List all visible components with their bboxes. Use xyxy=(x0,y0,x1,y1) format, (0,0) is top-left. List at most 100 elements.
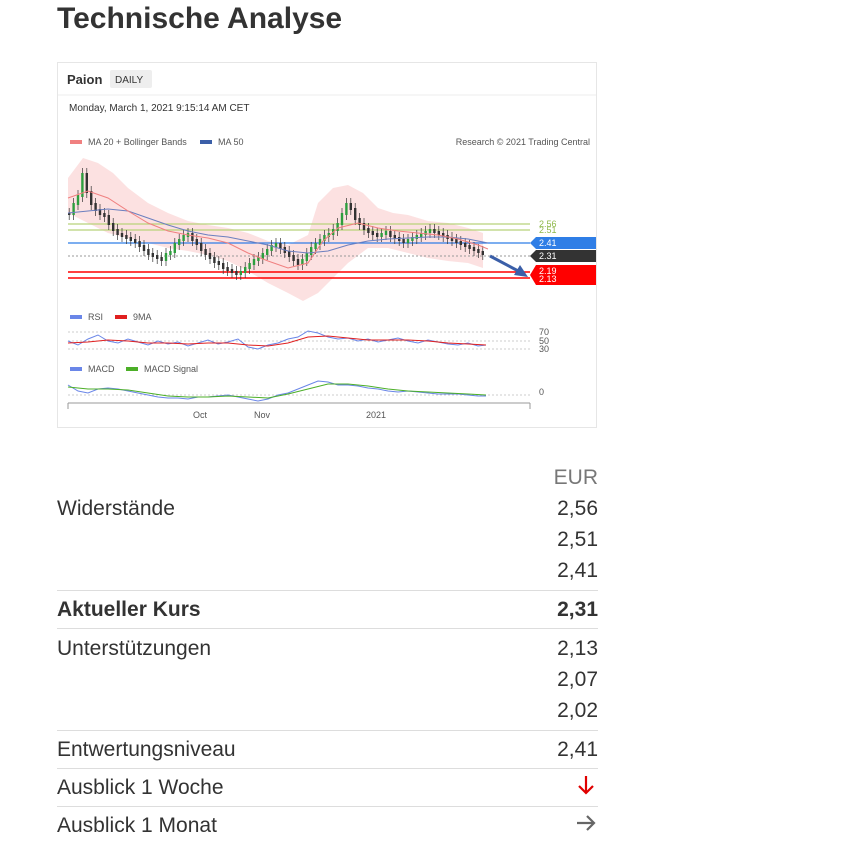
candle-body xyxy=(85,173,88,193)
macd-signal-line xyxy=(67,383,487,399)
arrow-right-icon xyxy=(577,815,596,831)
macd-level-0: 0 xyxy=(539,387,544,397)
candle-body xyxy=(90,191,93,205)
candle-body xyxy=(327,233,330,237)
candle-body xyxy=(138,241,141,247)
macd-line xyxy=(67,380,486,402)
candle-body xyxy=(389,231,392,237)
candle-body xyxy=(472,247,476,251)
support-value: 2,07 xyxy=(557,668,598,691)
candle-body xyxy=(349,203,352,210)
rsi-9ma-line xyxy=(67,335,487,347)
candle-body xyxy=(481,251,484,255)
level-label-2-13: 2.13 xyxy=(539,274,557,284)
arrow-down-icon xyxy=(578,775,594,795)
level-label-2-56: 2.56 xyxy=(539,219,557,229)
candle-body xyxy=(195,239,198,245)
candle-body xyxy=(301,259,304,265)
candle-body xyxy=(362,223,366,230)
outlook-month-row: Ausblick 1 Monat xyxy=(57,807,598,845)
macd-signal-legend: MACD Signal xyxy=(144,364,198,374)
candle-body xyxy=(288,251,291,257)
candle-body xyxy=(252,259,256,265)
candle-body xyxy=(411,237,414,241)
candle-body xyxy=(314,243,317,249)
candle-body xyxy=(81,173,84,197)
candle-body xyxy=(129,237,132,241)
ma20-legend-swatch xyxy=(70,140,82,144)
candle-body xyxy=(424,231,427,235)
chart-timestamp: Monday, March 1, 2021 9:15:14 AM CET xyxy=(69,103,249,114)
candle-body xyxy=(354,208,357,220)
candle-body xyxy=(477,249,480,253)
candle-body xyxy=(305,253,308,261)
ma50-line xyxy=(67,208,489,254)
candle-body xyxy=(160,257,163,261)
candle-body xyxy=(415,235,418,239)
candle-body xyxy=(406,239,410,243)
candle-body xyxy=(156,255,159,259)
period-badge-bg xyxy=(110,70,152,88)
candle-body xyxy=(437,231,440,235)
candle-body xyxy=(340,213,344,225)
candle-body xyxy=(323,235,326,241)
candle-body xyxy=(358,218,361,225)
resistance-value: 2,41 xyxy=(557,559,598,582)
candle-body xyxy=(112,223,115,231)
candle-body xyxy=(120,233,124,237)
candle-body xyxy=(376,233,379,237)
rsi-level-70: 70 xyxy=(539,327,549,337)
candle-body xyxy=(274,243,278,247)
candle-body xyxy=(428,229,432,233)
trend-arrow-icon xyxy=(514,265,528,277)
candle-body xyxy=(455,239,458,243)
candle-body xyxy=(173,243,176,253)
candle-body xyxy=(459,241,462,245)
candle-body xyxy=(257,257,260,261)
resistance-value: 2,51 xyxy=(557,528,598,551)
current-price-row: Aktueller Kurs 2,31 xyxy=(57,591,598,629)
candle-body xyxy=(178,239,181,245)
ma50-legend-swatch xyxy=(200,140,212,144)
technical-chart: Paion DAILY Monday, March 1, 2021 9:15:1… xyxy=(57,62,597,428)
candle-body xyxy=(94,203,97,211)
invalidation-row: Entwertungsniveau 2,41 xyxy=(57,731,598,769)
candle-body xyxy=(468,245,471,249)
candle-body xyxy=(68,213,71,215)
candle-body xyxy=(367,228,370,233)
levels-table: EUR Widerstände 2,56 2,51 2,41 Aktueller… xyxy=(57,462,598,845)
candle-body xyxy=(107,215,110,225)
candle-body xyxy=(226,267,229,271)
current-price-tag xyxy=(530,250,596,262)
ma20-line xyxy=(67,190,489,269)
support-value: 2,02 xyxy=(557,699,598,722)
stock-name: Paion xyxy=(67,72,102,87)
candle-body xyxy=(464,243,467,247)
candle-body xyxy=(318,239,322,245)
rsi9ma-legend-swatch xyxy=(115,315,127,319)
candle-body xyxy=(116,229,119,235)
candle-body xyxy=(164,253,168,261)
macd-legend-swatch xyxy=(70,367,82,371)
page-title: Technische Analyse xyxy=(57,2,343,35)
candle-body xyxy=(371,231,374,235)
candle-body xyxy=(217,261,220,265)
candle-body xyxy=(393,235,396,239)
x-label-nov: Nov xyxy=(254,410,271,420)
chart-canvas: Paion DAILY Monday, March 1, 2021 9:15:1… xyxy=(58,70,596,420)
outlook-month-label: Ausblick 1 Monat xyxy=(57,814,217,837)
support-value: 2,13 xyxy=(557,637,598,660)
candle-body xyxy=(230,269,234,273)
rsi9ma-legend: 9MA xyxy=(133,312,152,322)
level-label-2-31: 2.31 xyxy=(539,251,557,261)
supports-row: Unterstützungen 2,13 2,07 2,02 xyxy=(57,629,598,731)
resistances-row: Widerstände 2,56 2,51 2,41 xyxy=(57,493,598,591)
resistance-value: 2,56 xyxy=(557,497,598,520)
candle-body xyxy=(151,253,154,257)
rsi-level-50: 50 xyxy=(539,336,549,346)
candle-body xyxy=(248,263,251,269)
candle-body xyxy=(204,249,207,255)
candle-body xyxy=(76,195,80,205)
candle-body xyxy=(336,223,339,231)
current-price-value: 2,31 xyxy=(557,597,598,621)
